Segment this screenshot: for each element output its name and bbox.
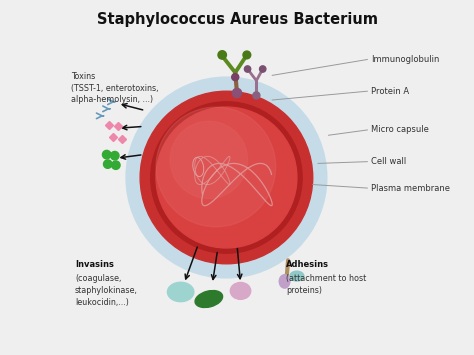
- Text: Invasins: Invasins: [75, 260, 114, 269]
- Ellipse shape: [230, 283, 251, 299]
- Ellipse shape: [290, 271, 304, 281]
- Text: Adhesins: Adhesins: [286, 260, 329, 269]
- Circle shape: [126, 77, 327, 278]
- Text: Toxins
(TSST-1, enterotoxins,
alpha-hemolysin, ...): Toxins (TSST-1, enterotoxins, alpha-hemo…: [72, 72, 159, 104]
- Circle shape: [140, 91, 313, 264]
- Circle shape: [103, 160, 112, 168]
- Text: Micro capsule: Micro capsule: [371, 125, 428, 135]
- Text: (attachment to host
proteins): (attachment to host proteins): [286, 274, 366, 295]
- Circle shape: [111, 161, 120, 169]
- Circle shape: [218, 51, 227, 59]
- Text: (coagulase,
staphylokinase,
leukocidin,...): (coagulase, staphylokinase, leukocidin,.…: [75, 274, 138, 307]
- Text: Protein A: Protein A: [371, 87, 409, 96]
- Circle shape: [243, 51, 251, 59]
- Circle shape: [156, 107, 276, 227]
- Text: Immunoglobulin: Immunoglobulin: [371, 55, 439, 64]
- Ellipse shape: [279, 275, 290, 288]
- Circle shape: [110, 152, 119, 160]
- Circle shape: [232, 88, 242, 98]
- Circle shape: [232, 73, 239, 81]
- Circle shape: [102, 151, 111, 159]
- Circle shape: [253, 92, 260, 99]
- Circle shape: [156, 107, 297, 248]
- Circle shape: [151, 102, 302, 253]
- Text: Cell wall: Cell wall: [371, 157, 406, 166]
- Circle shape: [260, 66, 266, 72]
- Circle shape: [245, 66, 251, 72]
- Circle shape: [170, 121, 247, 199]
- Ellipse shape: [167, 282, 194, 302]
- Text: Plasma membrane: Plasma membrane: [371, 184, 450, 192]
- Ellipse shape: [195, 290, 223, 307]
- Text: Staphylococcus Aureus Bacterium: Staphylococcus Aureus Bacterium: [97, 12, 377, 27]
